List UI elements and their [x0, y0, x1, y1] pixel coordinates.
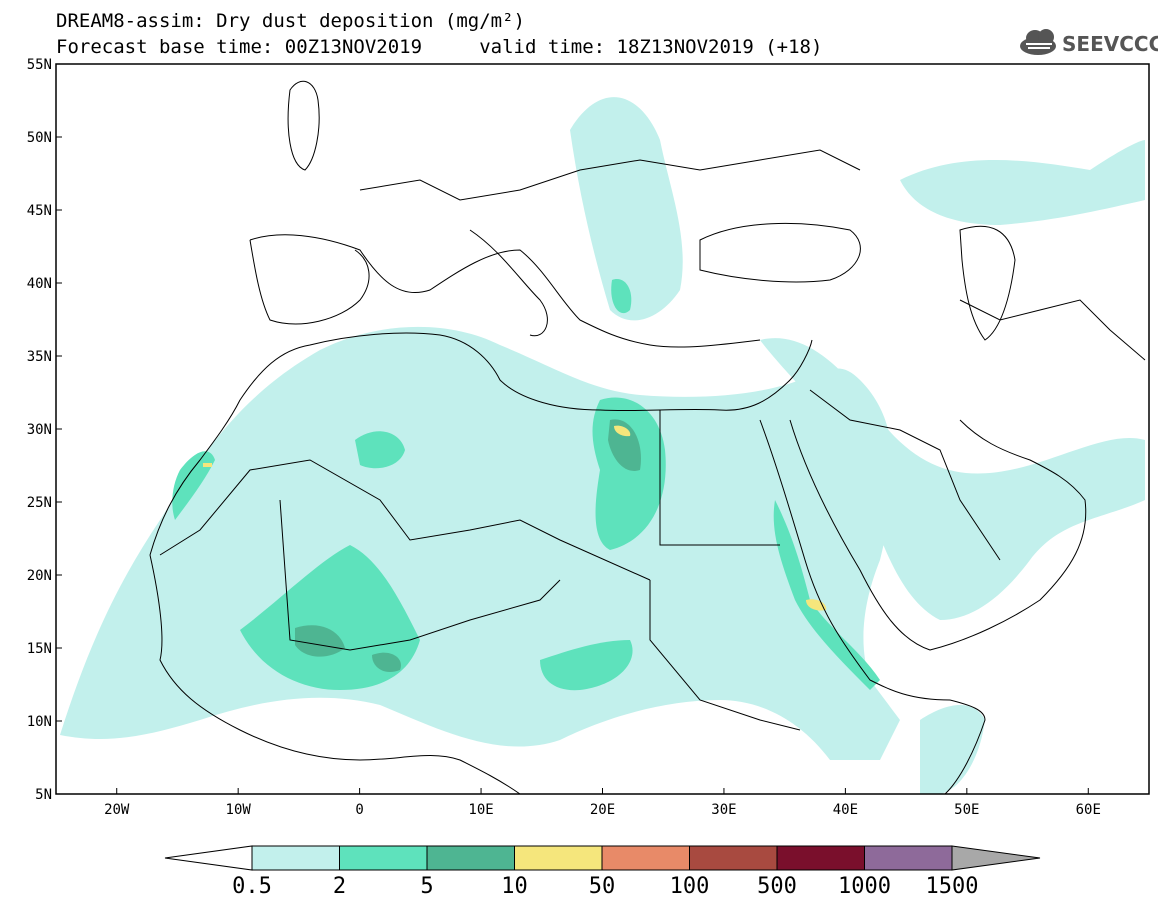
lat-label: 10N: [27, 714, 52, 730]
lat-label: 40N: [27, 276, 52, 292]
coastline-iberia: [249, 239, 370, 325]
coastlines-and-borders: [149, 80, 1146, 794]
dust-region-mali: [240, 545, 420, 690]
dust-region-chad: [540, 640, 633, 691]
coastline-gulf-of-guinea: [149, 554, 521, 794]
cloud-icon: [1020, 29, 1056, 55]
colorbar-level-label: 10: [501, 874, 528, 899]
lon-label: 30E: [711, 802, 736, 818]
seevccc-logo: SEEVCCC: [1020, 29, 1158, 56]
dust-region-peak-libya: [614, 425, 631, 437]
colorbar-box: [251, 845, 340, 871]
lon-label: 50E: [954, 802, 979, 818]
coastline-black-sea: [699, 222, 861, 283]
dust-region-peak-morocco: [203, 463, 212, 467]
lat-label: 20N: [27, 568, 52, 584]
lat-label: 5N: [35, 787, 52, 803]
lat-label: 15N: [27, 641, 52, 657]
dust-region-niger-core: [372, 652, 401, 673]
map-area: [60, 80, 1146, 794]
colorbar-level-label: 0.5: [232, 874, 272, 899]
dust-region-mali-core: [295, 625, 345, 657]
coastline-europe-south: [249, 234, 761, 348]
dust-region-greece: [611, 279, 632, 314]
lon-label: 40E: [833, 802, 858, 818]
border-sudan: [649, 580, 801, 731]
lat-label: 55N: [27, 57, 52, 73]
colorbar-box: [864, 845, 953, 871]
latitude-axis: 55N 50N 45N 40N 35N 30N 25N 20N 15N 10N 5N: [27, 57, 62, 803]
border-iran: [959, 299, 1146, 361]
lon-label: 60E: [1076, 802, 1101, 818]
dust-region-arabia: [760, 338, 1145, 620]
coastline-red-sea: [759, 419, 951, 701]
colorbar-level-label: 1000: [838, 874, 891, 899]
colorbar-labels: 0.5 2 5 10 50 100 500 1000 1500: [232, 874, 978, 899]
colorbar-level-label: 100: [670, 874, 710, 899]
colorbar-level-label: 2: [333, 874, 346, 899]
dust-region-caucasus: [900, 140, 1145, 225]
border-egypt: [659, 410, 780, 546]
logo-text: SEEVCCC: [1062, 32, 1158, 56]
colorbar-box: [514, 845, 603, 871]
coastline-horn-of-africa: [944, 699, 986, 794]
colorbar-box: [426, 845, 515, 871]
dust-region-libya-core: [608, 419, 641, 471]
colorbar-over-arrow: [951, 845, 1041, 871]
dust-region-red-sea: [773, 500, 880, 690]
lat-label: 25N: [27, 495, 52, 511]
dust-region-algeria: [355, 431, 405, 469]
colorbar-box: [339, 845, 428, 871]
dust-deposition-layer: [60, 97, 1145, 794]
dust-region-somalia: [920, 705, 985, 794]
border-arabia: [809, 389, 1001, 561]
colorbar-box: [601, 845, 690, 871]
lon-label: 20W: [104, 802, 130, 818]
coastline-arabia: [789, 419, 1087, 651]
colorbar-level-label: 500: [757, 874, 797, 899]
lon-label: 0: [355, 802, 363, 818]
colorbar: 0.5 2 5 10 50 100 500 1000 1500: [164, 845, 1041, 899]
coastline-caspian: [959, 225, 1016, 341]
colorbar-boxes: [251, 845, 953, 871]
lat-label: 35N: [27, 349, 52, 365]
map-title: DREAM8-assim: Dry dust deposition (mg/m²…: [56, 10, 525, 32]
colorbar-level-label: 5: [420, 874, 433, 899]
lat-label: 50N: [27, 130, 52, 146]
colorbar-level-label: 50: [589, 874, 616, 899]
colorbar-box: [776, 845, 865, 871]
lon-label: 20E: [590, 802, 615, 818]
colorbar-box: [689, 845, 778, 871]
lon-label: 10E: [468, 802, 493, 818]
coastline-west-africa: [149, 332, 813, 556]
dust-region-balkans: [570, 97, 683, 321]
map-subtitle: Forecast base time: 00Z13NOV2019 valid t…: [56, 36, 823, 58]
lat-label: 45N: [27, 203, 52, 219]
lon-label: 10W: [226, 802, 252, 818]
colorbar-level-label: 1500: [926, 874, 979, 899]
lat-label: 30N: [27, 422, 52, 438]
longitude-axis: 20W 10W 0 10E 20E 30E 40E 50E 60E: [104, 788, 1101, 818]
colorbar-under-arrow: [164, 845, 253, 871]
coastline-uk: [287, 80, 320, 171]
coastline-italy: [469, 229, 548, 337]
border-sahara-2: [279, 499, 561, 651]
dust-region-morocco: [172, 451, 215, 520]
border-europe: [359, 149, 861, 201]
border-sahara-1: [159, 459, 651, 581]
